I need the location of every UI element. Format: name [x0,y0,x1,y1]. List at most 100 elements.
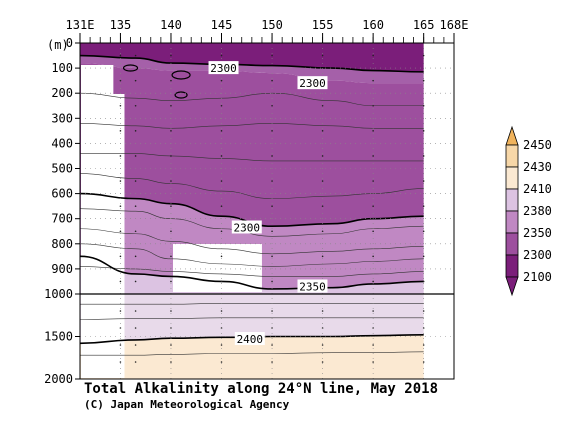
sample-point [271,230,273,233]
y-tick-label: 1000 [44,287,73,301]
legend-label: 2350 [523,226,552,240]
contour-line [80,317,424,320]
y-tick-label: 900 [51,262,73,276]
x-tick-label: 131E [66,18,95,32]
sample-point [422,255,425,258]
sample-point [119,54,122,57]
sample-point [372,310,374,312]
legend-swatch [505,144,519,168]
sample-point [119,255,122,258]
sample-point [134,361,137,363]
sample-point [271,344,273,346]
contour-line [80,173,424,199]
sample-point [170,79,172,82]
sample-point [134,327,137,329]
y-tick-label: 1500 [44,330,73,344]
sample-point [119,361,122,363]
alkalinity-band [80,256,424,294]
legend-swatch [505,254,519,278]
y-tick-label: 600 [51,187,73,201]
legend-swatch [505,188,519,212]
sample-point [422,310,425,312]
sample-point [220,180,223,182]
depth-axis: 0 100 200 300 400 500 600 700 800 900 1000 1500 2000 [44,36,80,386]
x-tick-label: 155 [312,18,334,32]
sample-point [372,230,374,233]
sample-point [422,230,425,233]
x-tick-label: 145 [211,18,233,32]
longitude-axis: 131E 135 140 145 150 155 160 165 168E [66,18,469,44]
sample-points [119,54,425,363]
sample-point [372,155,374,157]
alkalinity-band [80,334,424,379]
sample-point [321,155,324,157]
contour-line [80,243,424,267]
sample-point [220,104,223,107]
copyright-credit: (C) Japan Meteorological Agency [84,398,290,411]
x-tick-label: 168E [440,18,469,32]
sample-point [220,79,223,82]
sample-point [220,361,223,363]
sample-point [422,54,425,57]
legend-label: 2410 [523,182,552,196]
sample-point [422,130,425,132]
contour-line [80,123,424,129]
sample-point [271,130,273,132]
sample-point [372,344,374,346]
sample-point [372,104,374,107]
sample-point [134,79,137,82]
no-data-west [81,94,125,378]
sample-point [422,361,425,363]
sample-point [422,180,425,182]
legend-swatch [505,232,519,256]
x-tick-label: 165 [413,18,435,32]
sample-point [271,155,273,157]
contour-label: 2300 [210,62,237,75]
legend-swatch [505,166,519,190]
y-tick-label: 800 [51,237,73,251]
sample-point [119,104,122,107]
sample-point [220,310,223,312]
legend-label: 2100 [523,270,552,284]
sample-point [134,205,137,207]
sample-point [134,54,137,57]
sample-point [271,54,273,57]
sample-point [220,280,223,283]
no-data-block [172,244,262,292]
sample-point [134,280,137,283]
sample-point [119,344,122,346]
sample-point [220,205,223,207]
legend-arrow-bottom [505,276,519,297]
sample-point [321,54,324,57]
sample-point [372,255,374,258]
sample-point [134,344,137,346]
sample-point [321,344,324,346]
y-tick-label: 400 [51,136,73,150]
sample-point [220,155,223,157]
sample-point [321,104,324,107]
sample-point [134,255,137,258]
sample-point [321,205,324,207]
y-tick-label: 0 [66,36,73,50]
sample-point [321,310,324,312]
sample-point [422,344,425,346]
sample-point [271,180,273,182]
sample-point [321,361,324,363]
sample-point [134,310,137,312]
sample-point [321,130,324,132]
sample-point [422,280,425,283]
sample-point [321,230,324,233]
contour-label: 2400 [237,333,264,346]
sample-point [119,230,122,233]
y-tick-label: 500 [51,162,73,176]
contour-label: 2300 [234,221,261,234]
sample-point [220,344,223,346]
sample-point [170,310,172,312]
sample-point [422,104,425,107]
contour-line-bold [80,54,424,73]
sample-point [220,54,223,57]
no-data-east [425,44,453,378]
x-tick-label: 140 [160,18,182,32]
contour-line [80,266,424,277]
